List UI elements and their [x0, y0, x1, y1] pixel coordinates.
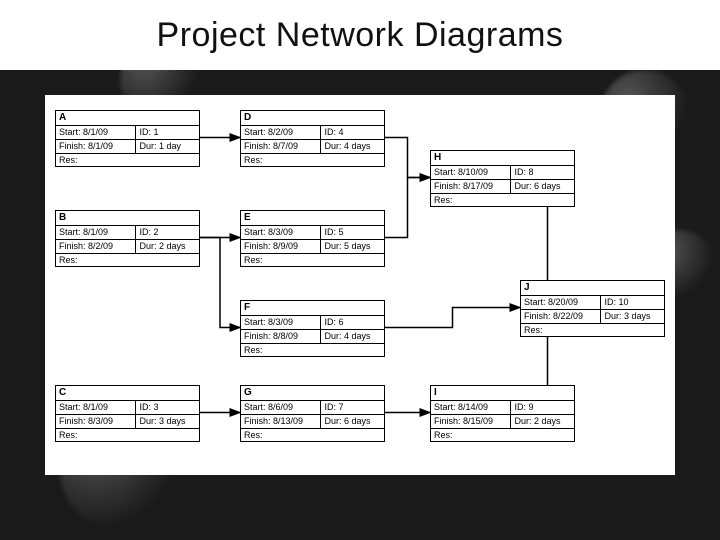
node-dur: Dur: 5 days [321, 240, 384, 253]
node-dur: Dur: 4 days [321, 330, 384, 343]
node-id: ID: 3 [136, 401, 199, 414]
edge-E-H [385, 178, 430, 238]
edge-B-F [200, 238, 240, 328]
node-J: JStart: 8/20/09ID: 10Finish: 8/22/09Dur:… [520, 280, 665, 337]
node-finish: Finish: 8/17/09 [431, 180, 511, 193]
edge-D-H [385, 138, 430, 178]
node-start: Start: 8/2/09 [241, 126, 321, 139]
node-finish: Finish: 8/7/09 [241, 140, 321, 153]
node-res: Res: [521, 324, 664, 337]
node-res: Res: [56, 429, 199, 442]
node-start: Start: 8/1/09 [56, 226, 136, 239]
node-res: Res: [241, 254, 384, 267]
node-dur: Dur: 3 days [601, 310, 664, 323]
node-A: AStart: 8/1/09ID: 1Finish: 8/1/09Dur: 1 … [55, 110, 200, 167]
node-label: C [56, 386, 199, 401]
node-label: E [241, 211, 384, 226]
node-finish: Finish: 8/9/09 [241, 240, 321, 253]
node-id: ID: 9 [511, 401, 574, 414]
node-res: Res: [241, 344, 384, 357]
node-id: ID: 5 [321, 226, 384, 239]
node-res: Res: [431, 194, 574, 207]
node-start: Start: 8/10/09 [431, 166, 511, 179]
node-id: ID: 2 [136, 226, 199, 239]
node-res: Res: [56, 254, 199, 267]
page-title: Project Network Diagrams [157, 16, 564, 55]
node-res: Res: [241, 429, 384, 442]
node-res: Res: [431, 429, 574, 442]
node-label: J [521, 281, 664, 296]
node-G: GStart: 8/6/09ID: 7Finish: 8/13/09Dur: 6… [240, 385, 385, 442]
node-start: Start: 8/3/09 [241, 226, 321, 239]
node-start: Start: 8/3/09 [241, 316, 321, 329]
node-dur: Dur: 6 days [511, 180, 574, 193]
node-dur: Dur: 2 days [511, 415, 574, 428]
node-H: HStart: 8/10/09ID: 8Finish: 8/17/09Dur: … [430, 150, 575, 207]
node-id: ID: 10 [601, 296, 664, 309]
node-res: Res: [241, 154, 384, 167]
node-dur: Dur: 2 days [136, 240, 199, 253]
title-bar: Project Network Diagrams [0, 0, 720, 70]
node-start: Start: 8/1/09 [56, 401, 136, 414]
node-label: H [431, 151, 574, 166]
node-D: DStart: 8/2/09ID: 4Finish: 8/7/09Dur: 4 … [240, 110, 385, 167]
node-dur: Dur: 1 day [136, 140, 199, 153]
node-label: G [241, 386, 384, 401]
node-B: BStart: 8/1/09ID: 2Finish: 8/2/09Dur: 2 … [55, 210, 200, 267]
node-start: Start: 8/20/09 [521, 296, 601, 309]
diagram-panel: AStart: 8/1/09ID: 1Finish: 8/1/09Dur: 1 … [45, 95, 675, 475]
node-label: F [241, 301, 384, 316]
node-res: Res: [56, 154, 199, 167]
node-dur: Dur: 3 days [136, 415, 199, 428]
node-finish: Finish: 8/22/09 [521, 310, 601, 323]
node-start: Start: 8/14/09 [431, 401, 511, 414]
node-label: D [241, 111, 384, 126]
node-id: ID: 8 [511, 166, 574, 179]
node-finish: Finish: 8/8/09 [241, 330, 321, 343]
node-start: Start: 8/6/09 [241, 401, 321, 414]
node-start: Start: 8/1/09 [56, 126, 136, 139]
edge-F-J [385, 308, 520, 328]
node-id: ID: 6 [321, 316, 384, 329]
node-E: EStart: 8/3/09ID: 5Finish: 8/9/09Dur: 5 … [240, 210, 385, 267]
node-label: B [56, 211, 199, 226]
node-finish: Finish: 8/2/09 [56, 240, 136, 253]
node-F: FStart: 8/3/09ID: 6Finish: 8/8/09Dur: 4 … [240, 300, 385, 357]
node-finish: Finish: 8/15/09 [431, 415, 511, 428]
node-id: ID: 7 [321, 401, 384, 414]
node-dur: Dur: 6 days [321, 415, 384, 428]
node-I: IStart: 8/14/09ID: 9Finish: 8/15/09Dur: … [430, 385, 575, 442]
node-finish: Finish: 8/1/09 [56, 140, 136, 153]
node-label: A [56, 111, 199, 126]
node-dur: Dur: 4 days [321, 140, 384, 153]
node-label: I [431, 386, 574, 401]
node-id: ID: 1 [136, 126, 199, 139]
node-id: ID: 4 [321, 126, 384, 139]
node-finish: Finish: 8/3/09 [56, 415, 136, 428]
node-finish: Finish: 8/13/09 [241, 415, 321, 428]
node-C: CStart: 8/1/09ID: 3Finish: 8/3/09Dur: 3 … [55, 385, 200, 442]
